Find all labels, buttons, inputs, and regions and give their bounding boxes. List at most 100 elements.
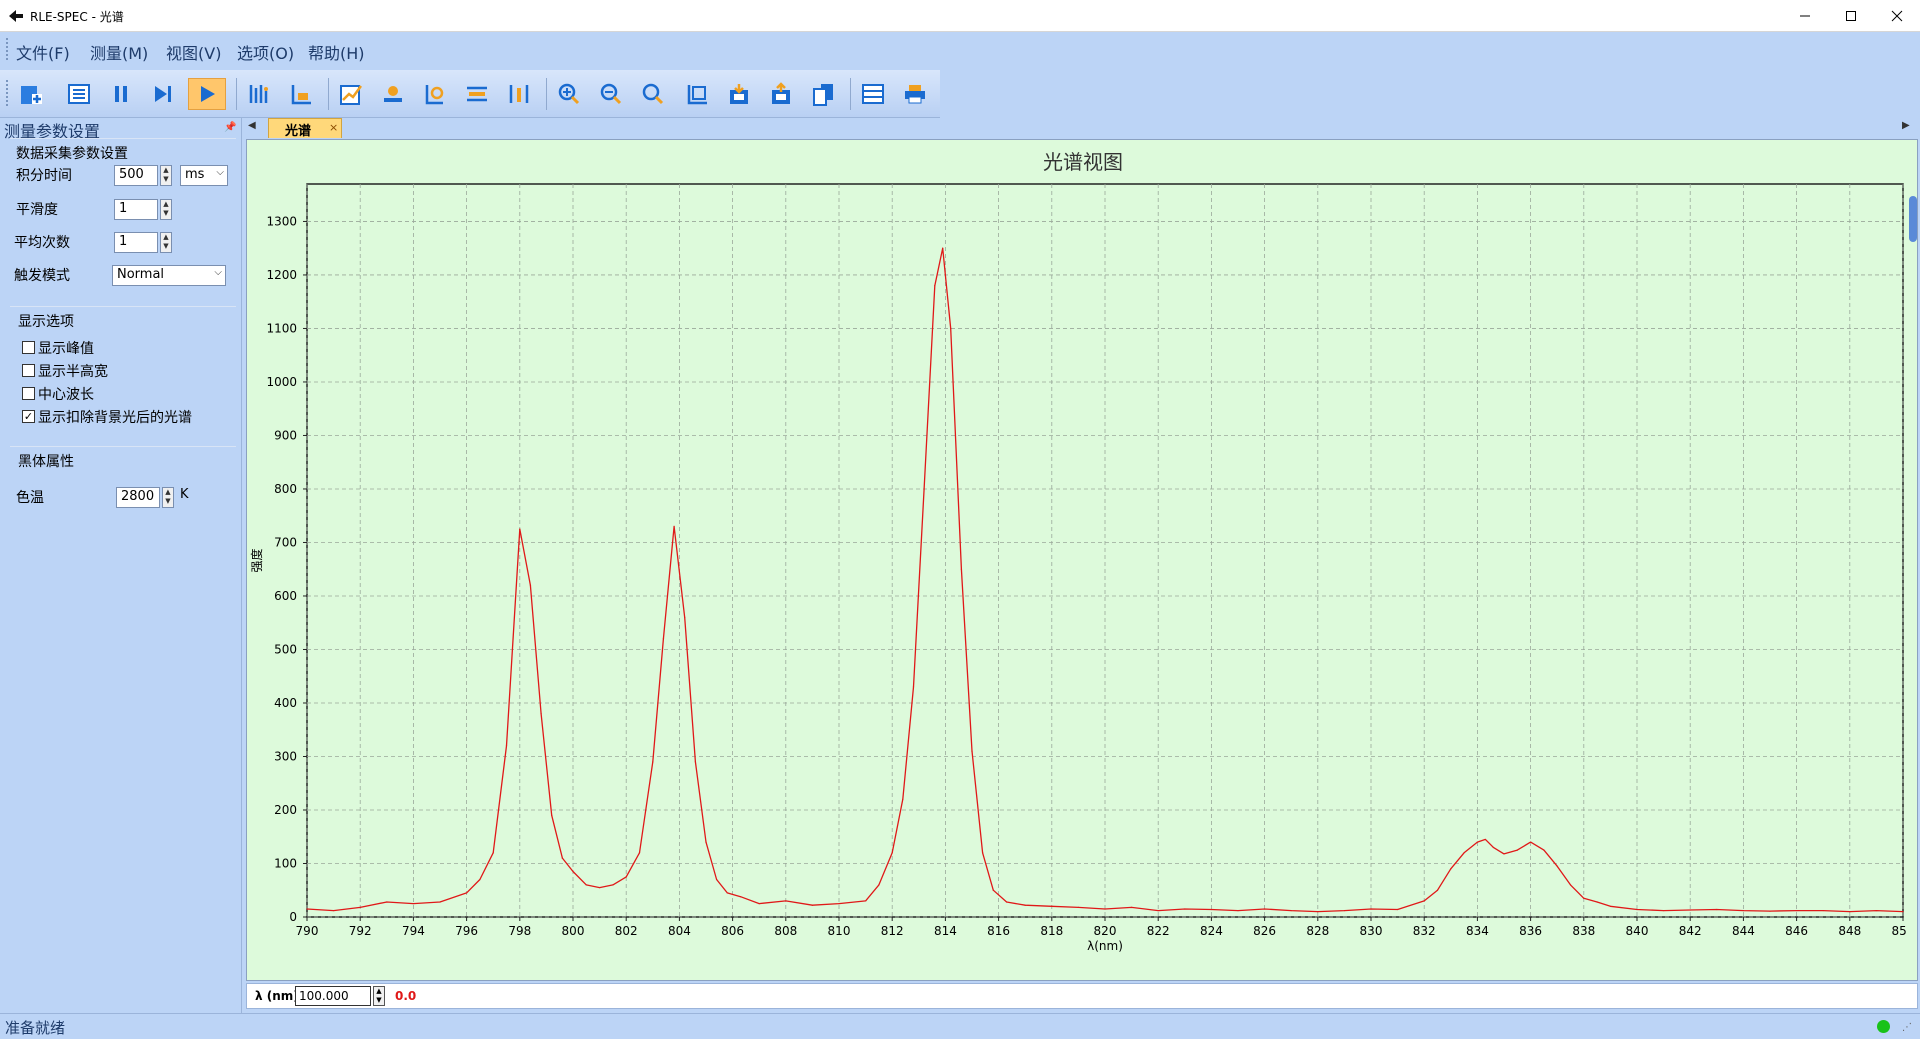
toolbar-separator (236, 78, 237, 110)
data-point (673, 525, 675, 528)
data-point (1210, 908, 1212, 911)
data-point (1317, 911, 1319, 913)
integration-unit-select[interactable]: ms ⌵ (180, 165, 228, 186)
tab-close-icon[interactable]: × (329, 121, 339, 134)
data-point (519, 528, 521, 530)
data-point (1742, 909, 1744, 912)
data-point (529, 584, 532, 586)
y-tick-label: 600 (274, 589, 297, 603)
data-point (1423, 900, 1425, 902)
show-fwhm-checkbox[interactable] (22, 364, 35, 377)
color-temp-label: 色温 (16, 490, 44, 506)
show-peak-checkbox[interactable] (22, 341, 35, 354)
chevron-down-icon: ⌵ (216, 167, 224, 178)
close-button[interactable] (1874, 0, 1920, 32)
back-arrow-icon[interactable] (8, 9, 24, 23)
data-point (1104, 908, 1106, 910)
export-chart-button[interactable] (336, 78, 366, 110)
data-point (902, 798, 904, 800)
data-point (1569, 884, 1572, 886)
print-button[interactable] (900, 78, 930, 110)
tab-spectrum[interactable]: 光谱 × (268, 118, 342, 139)
data-point (1636, 908, 1638, 911)
average-spinner[interactable]: ▲ ▼ (160, 232, 172, 253)
pause-button[interactable] (106, 78, 136, 110)
data-point (971, 750, 973, 752)
resize-grip-icon[interactable]: ⋰ (1902, 1022, 1912, 1033)
integration-spinner[interactable]: ▲ ▼ (160, 165, 172, 186)
zoom-out-button[interactable] (596, 78, 626, 110)
trigger-select[interactable]: Normal ⌵ (112, 265, 226, 286)
copy-button[interactable] (808, 78, 838, 110)
average-input[interactable]: 1 (114, 232, 158, 253)
menu-measure[interactable]: 测量(M) (90, 44, 149, 63)
horizontal-line-button[interactable] (462, 78, 492, 110)
color-temp-spinner[interactable]: ▲ ▼ (162, 487, 174, 508)
menu-view[interactable]: 视图(V) (166, 44, 222, 63)
list-button[interactable] (64, 78, 94, 110)
zoom-out-icon (600, 83, 622, 105)
user-button[interactable] (378, 78, 408, 110)
zoom-region-button[interactable] (420, 78, 450, 110)
menu-help[interactable]: 帮助(H) (308, 44, 365, 63)
data-point (1689, 909, 1691, 911)
acq-group-title: 数据采集参数设置 (16, 146, 128, 162)
data-point (912, 686, 915, 688)
pin-icon[interactable]: 📌 (224, 122, 237, 133)
center-wavelength-checkbox[interactable] (22, 387, 35, 400)
wavelength-spinner[interactable]: ▲ ▼ (373, 986, 385, 1006)
x-tick-label: 846 (1785, 924, 1808, 938)
x-tick-label: 824 (1200, 924, 1223, 938)
show-fwhm-label: 显示半高宽 (38, 364, 108, 380)
data-point (505, 745, 508, 747)
minimize-button[interactable] (1782, 0, 1828, 32)
smooth-label: 平滑度 (16, 202, 58, 218)
scrollbar-thumb[interactable] (1909, 196, 1917, 242)
subtract-background-checkbox[interactable]: ✓ (22, 410, 35, 423)
baseline-button[interactable] (286, 78, 316, 110)
save-button[interactable] (724, 78, 754, 110)
peak-markers-button[interactable] (244, 78, 274, 110)
toolbar-separator (546, 78, 547, 110)
menu-options[interactable]: 选项(O) (237, 44, 295, 63)
x-tick-label: 800 (562, 924, 585, 938)
integration-input[interactable]: 500 (114, 165, 158, 186)
settings-button[interactable] (858, 78, 888, 110)
data-point (739, 896, 742, 898)
maximize-button[interactable] (1828, 0, 1874, 32)
smooth-input[interactable]: 1 (114, 199, 158, 220)
play-button[interactable] (188, 78, 226, 110)
spectrum-chart[interactable]: 790 792 794 796 798 800 802 804 806 808 810 812 814 8… (247, 140, 1907, 980)
baseline-icon (291, 85, 311, 105)
color-temp-input[interactable]: 2800 (116, 487, 160, 508)
smooth-spinner[interactable]: ▲ ▼ (160, 199, 172, 220)
data-point (1769, 910, 1771, 912)
title-bar: RLE-SPEC - 光谱 (0, 0, 1920, 32)
vertical-lines-button[interactable] (504, 78, 534, 110)
data-point (412, 903, 414, 905)
zoom-in-button[interactable] (554, 78, 584, 110)
data-point (585, 884, 587, 886)
export-chart-icon (340, 85, 363, 105)
data-point (811, 904, 814, 906)
data-point (1237, 909, 1239, 912)
step-button[interactable] (148, 78, 178, 110)
scroll-right-icon[interactable]: ▶ (1902, 120, 1910, 131)
data-point (386, 901, 388, 903)
frame-button[interactable] (682, 78, 712, 110)
data-point (1436, 889, 1439, 891)
wavelength-input[interactable]: 100.000 (295, 986, 371, 1006)
trigger-value: Normal (117, 267, 165, 282)
x-tick-label: 806 (721, 924, 744, 938)
chart-title: 光谱视图 (1043, 150, 1123, 174)
scroll-left-icon[interactable]: ◀ (248, 120, 256, 131)
new-measure-button[interactable] (16, 78, 46, 110)
menu-file[interactable]: 文件(F) (16, 44, 70, 63)
data-point (1343, 909, 1345, 912)
tab-spectrum-label: 光谱 (285, 124, 312, 139)
x-tick-label: 812 (881, 924, 904, 938)
zoom-fit-button[interactable] (638, 78, 668, 110)
save-alt-button[interactable] (766, 78, 796, 110)
data-point (1609, 905, 1611, 907)
data-point (479, 878, 481, 881)
